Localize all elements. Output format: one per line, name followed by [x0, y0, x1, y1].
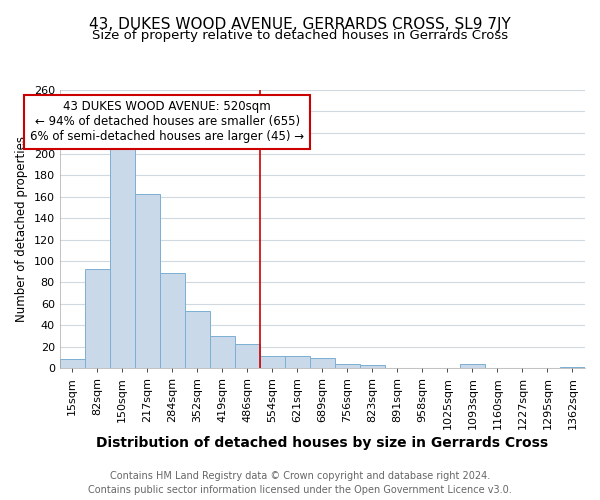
Bar [110, 141, 135, 368]
Bar [335, 364, 360, 368]
X-axis label: Distribution of detached houses by size in Gerrards Cross: Distribution of detached houses by size … [96, 436, 548, 450]
Bar [59, 360, 85, 368]
Bar [260, 356, 285, 368]
Bar [310, 358, 335, 368]
Bar [135, 194, 160, 368]
Text: Size of property relative to detached houses in Gerrards Cross: Size of property relative to detached ho… [92, 30, 508, 43]
Bar [85, 270, 110, 368]
Bar [160, 272, 185, 368]
Text: Contains HM Land Registry data © Crown copyright and database right 2024.
Contai: Contains HM Land Registry data © Crown c… [88, 471, 512, 495]
Y-axis label: Number of detached properties: Number of detached properties [15, 136, 28, 322]
Bar [360, 364, 385, 368]
Bar [235, 344, 260, 368]
Text: 43, DUKES WOOD AVENUE, GERRARDS CROSS, SL9 7JY: 43, DUKES WOOD AVENUE, GERRARDS CROSS, S… [89, 18, 511, 32]
Bar [185, 311, 210, 368]
Bar [210, 336, 235, 368]
Bar [560, 367, 585, 368]
Bar [460, 364, 485, 368]
Bar [285, 356, 310, 368]
Text: 43 DUKES WOOD AVENUE: 520sqm
← 94% of detached houses are smaller (655)
6% of se: 43 DUKES WOOD AVENUE: 520sqm ← 94% of de… [30, 100, 304, 144]
